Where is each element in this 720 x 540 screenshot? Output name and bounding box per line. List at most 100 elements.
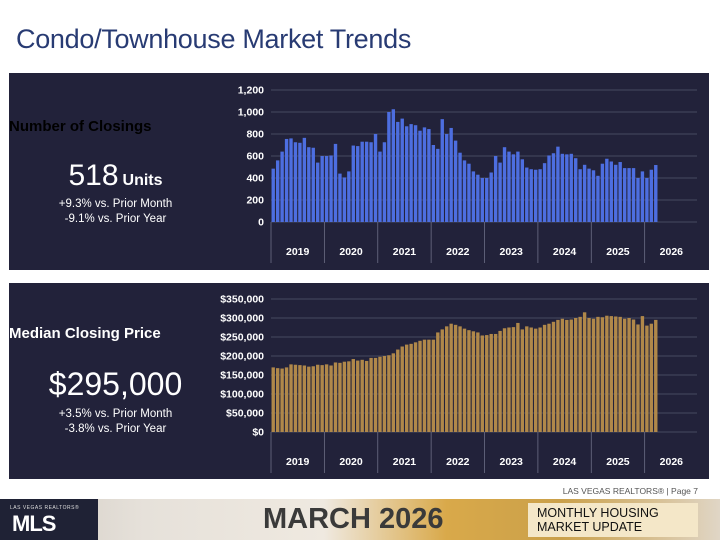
price-bar: [649, 323, 654, 432]
price-bar: [364, 360, 369, 432]
closings-ytick-label: 400: [246, 173, 264, 185]
price-bar: [511, 327, 516, 432]
price-year-label: 2025: [606, 456, 630, 468]
price-year-label: 2022: [446, 456, 470, 468]
closings-bar: [404, 126, 409, 222]
price-bar: [538, 327, 542, 432]
closings-bar: [525, 167, 529, 222]
price-label: Median Closing Price: [9, 325, 161, 342]
price-bar: [476, 332, 480, 432]
price-ytick-label: $50,000: [226, 408, 264, 420]
price-bar: [373, 357, 378, 432]
price-bar: [582, 312, 587, 432]
price-bar: [622, 318, 627, 432]
price-bar: [440, 329, 444, 432]
closings-year-label: 2023: [500, 246, 524, 258]
closings-bar: [445, 134, 449, 222]
closings-bar: [596, 175, 600, 222]
price-bar: [280, 368, 284, 432]
price-bar: [525, 326, 529, 432]
closings-bar: [427, 129, 431, 222]
closings-ytick-label: 800: [246, 129, 264, 141]
price-bar: [645, 325, 649, 432]
closings-year-label: 2022: [446, 246, 470, 258]
closings-label: Number of Closings: [9, 118, 152, 135]
closings-bar: [507, 151, 511, 222]
closings-unit: Units: [122, 172, 163, 189]
price-value: $295,000: [48, 366, 183, 402]
closings-bar: [636, 178, 640, 222]
price-bar: [324, 364, 329, 432]
closings-bar: [431, 145, 436, 222]
closings-year-label: 2026: [660, 246, 684, 258]
price-bar: [387, 355, 391, 432]
price-bar: [507, 327, 511, 432]
closings-bar: [356, 146, 360, 222]
closings-bar: [320, 156, 324, 222]
closings-bar: [560, 153, 565, 222]
closings-bar: [298, 142, 302, 222]
price-bar: [382, 356, 387, 432]
price-ytick-label: $150,000: [220, 370, 264, 382]
price-bar: [293, 364, 298, 432]
closings-bar: [436, 148, 440, 222]
price-bar: [360, 359, 364, 432]
price-bar: [271, 367, 275, 432]
closings-bar: [547, 155, 551, 222]
price-bar: [631, 319, 636, 432]
price-bar: [391, 353, 396, 432]
price-bar: [427, 339, 431, 432]
closings-change-month: +9.3% vs. Prior Month: [58, 198, 173, 210]
closings-bar: [574, 158, 578, 222]
price-bar: [298, 365, 302, 432]
price-panel: Median Closing Price $295,000 +3.5% vs. …: [9, 283, 709, 479]
price-bar: [409, 343, 413, 432]
price-bar: [542, 324, 547, 432]
closings-bar: [453, 140, 458, 222]
closings-bar: [364, 141, 369, 222]
price-bar: [302, 365, 307, 432]
page-credit: LAS VEGAS REALTORS® | Page 7: [562, 486, 698, 496]
closings-bar: [587, 168, 591, 222]
price-bar: [547, 323, 551, 432]
footer-update-tag: MONTHLY HOUSING MARKET UPDATE: [528, 503, 698, 537]
closings-bar: [378, 151, 382, 222]
closings-bar: [529, 169, 533, 222]
closings-value: 518: [68, 159, 119, 192]
price-bar: [654, 319, 658, 432]
closings-bar: [631, 168, 636, 222]
price-bar: [311, 366, 315, 432]
price-bar: [453, 324, 458, 432]
closings-bar: [569, 153, 573, 222]
page-title: Condo/Townhouse Market Trends: [16, 24, 412, 54]
closings-bar: [480, 178, 484, 222]
price-ytick-label: $350,000: [220, 294, 264, 306]
price-bar: [422, 339, 427, 432]
closings-bar: [307, 147, 311, 222]
price-bar: [480, 335, 484, 432]
price-change-month: +3.5% vs. Prior Month: [58, 408, 173, 420]
price-bar: [316, 364, 320, 432]
closings-bar: [324, 156, 329, 222]
closings-bar: [400, 118, 404, 222]
closings-bar: [640, 171, 645, 222]
price-bar: [462, 328, 467, 432]
closings-bar: [458, 152, 462, 222]
price-bar: [378, 356, 382, 432]
closings-bar: [440, 119, 444, 222]
closings-bar: [649, 169, 654, 222]
price-bar: [587, 318, 591, 432]
closings-bar: [342, 177, 347, 222]
closings-ytick-label: 200: [246, 195, 264, 207]
price-bar: [431, 339, 436, 432]
logo-tagline: LAS VEGAS REALTORS®: [10, 505, 80, 511]
price-change-year: -3.8% vs. Prior Year: [64, 423, 167, 435]
closings-bar: [471, 171, 476, 222]
price-bar: [614, 316, 618, 432]
price-year-label: 2026: [660, 456, 684, 468]
closings-bar: [422, 127, 427, 222]
closings-value-group: 518 Units: [9, 159, 222, 193]
closings-bar: [645, 178, 649, 222]
price-ytick-label: $300,000: [220, 313, 264, 325]
price-bar: [485, 335, 489, 432]
